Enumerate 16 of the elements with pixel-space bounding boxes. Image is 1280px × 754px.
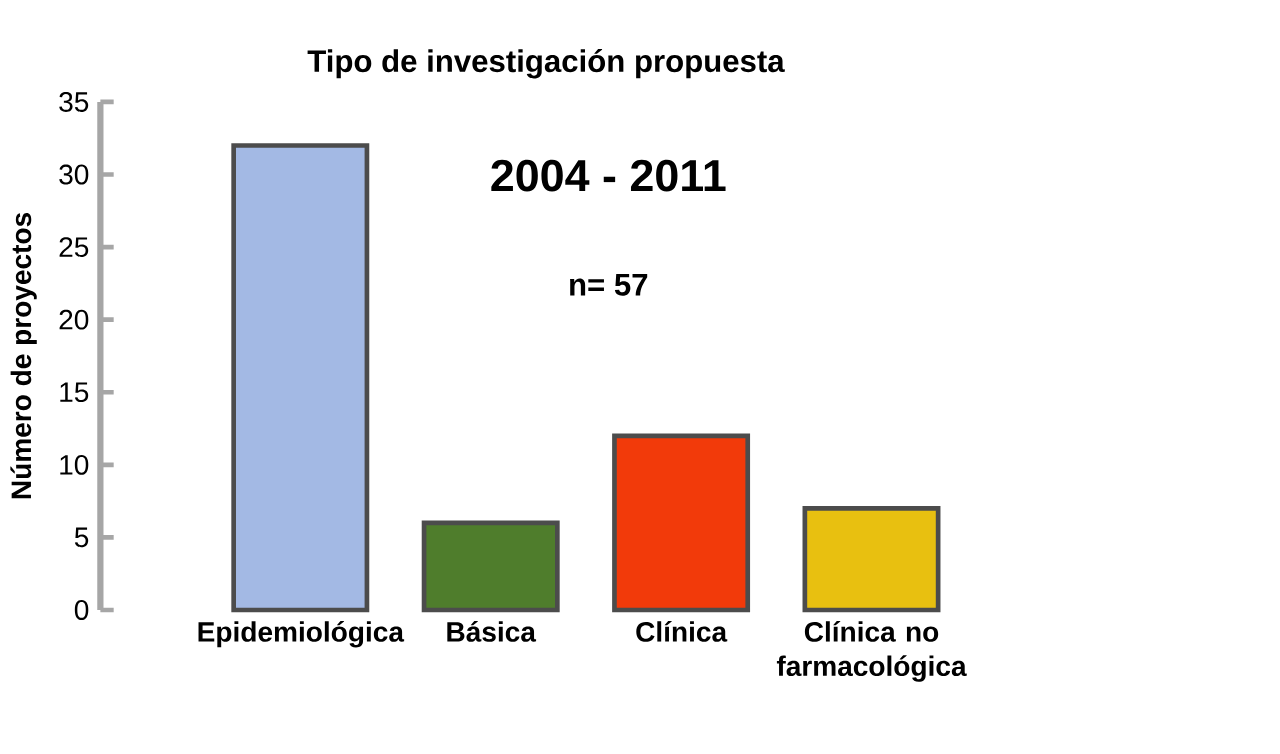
y-tick-label: 5 [74,527,89,548]
y-tick-label: 30 [59,164,89,185]
y-tick-label: 20 [59,309,89,330]
x-tick-label: Clínica [636,621,728,643]
chart-title: Tipo de investigación propuesta [307,49,785,79]
y-tick-label: 25 [59,237,89,258]
y-tick-label: 0 [74,600,89,621]
y-tick-label: 35 [59,92,89,113]
y-axis-title: Número de proyectos [10,213,37,499]
x-tick-label: Epidemiológica [198,621,405,648]
annotation: n= 57 [570,274,648,296]
x-tick-label: Clínica no farmacológica [776,621,967,682]
y-tick-label: 10 [60,455,89,475]
text: 2004 - 2011 [491,159,726,192]
x-tick-label: Básica [447,621,537,643]
y-tick-label: 15 [60,382,89,403]
